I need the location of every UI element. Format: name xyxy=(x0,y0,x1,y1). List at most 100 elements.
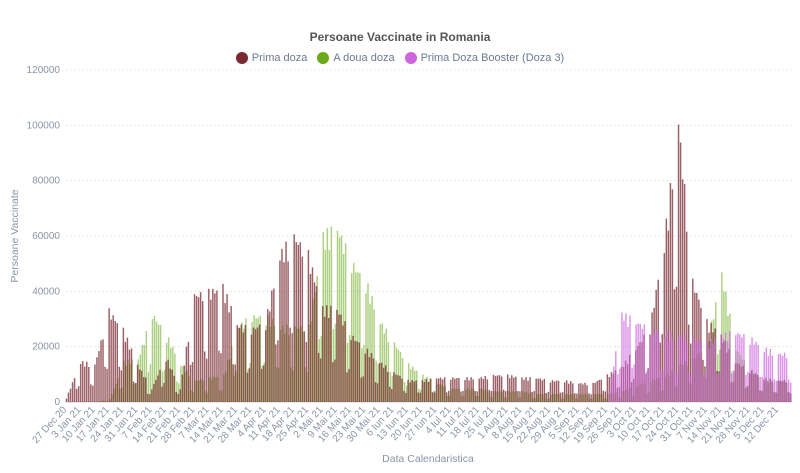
bar-prima-doza-booster-doza-3-[interactable] xyxy=(765,347,768,402)
bar-prima-doza[interactable] xyxy=(299,242,302,402)
bar-prima-doza[interactable] xyxy=(504,391,507,402)
bar-prima-doza[interactable] xyxy=(264,330,267,402)
bar-prima-doza-booster-doza-3-[interactable] xyxy=(608,390,611,402)
legend-item-a-doua-doza[interactable]: A doua doza xyxy=(317,52,395,64)
bar-prima-doza[interactable] xyxy=(671,189,674,402)
bar-a-doua-doza[interactable] xyxy=(178,383,180,402)
bar-prima-doza[interactable] xyxy=(102,339,104,402)
bar-prima-doza[interactable] xyxy=(167,359,169,402)
bar-prima-doza[interactable] xyxy=(67,392,70,402)
bar-a-doua-doza[interactable] xyxy=(365,293,367,402)
bar-prima-doza[interactable] xyxy=(118,366,121,402)
bar-prima-doza[interactable] xyxy=(384,365,387,402)
bar-prima-doza-booster-doza-3-[interactable] xyxy=(714,337,717,402)
bar-prima-doza[interactable] xyxy=(197,297,200,402)
bar-prima-doza[interactable] xyxy=(590,394,592,402)
bar-prima-doza[interactable] xyxy=(382,367,385,402)
bar-prima-doza[interactable] xyxy=(275,344,277,402)
bar-prima-doza[interactable] xyxy=(543,378,546,402)
bar-prima-doza-booster-doza-3-[interactable] xyxy=(712,343,715,402)
bar-prima-doza[interactable] xyxy=(588,393,590,402)
bar-prima-doza[interactable] xyxy=(313,282,316,402)
bar-prima-doza[interactable] xyxy=(142,377,145,402)
bar-prima-doza[interactable] xyxy=(293,234,295,402)
bar-prima-doza[interactable] xyxy=(317,353,320,402)
bar-prima-doza[interactable] xyxy=(151,389,153,402)
bar-prima-doza[interactable] xyxy=(549,382,552,402)
bar-prima-doza[interactable] xyxy=(132,381,135,402)
bar-prima-doza[interactable] xyxy=(321,306,324,402)
bar-prima-doza-booster-doza-3-[interactable] xyxy=(745,374,747,402)
bar-prima-doza[interactable] xyxy=(661,334,663,402)
legend-item-booster[interactable]: Prima Doza Booster (Doza 3) xyxy=(404,52,564,64)
bar-prima-doza[interactable] xyxy=(88,366,90,402)
bar-prima-doza-booster-doza-3-[interactable] xyxy=(733,370,735,402)
bar-prima-doza-booster-doza-3-[interactable] xyxy=(653,334,656,402)
bar-prima-doza-booster-doza-3-[interactable] xyxy=(684,334,686,402)
bar-prima-doza[interactable] xyxy=(149,394,151,402)
bar-prima-doza-booster-doza-3-[interactable] xyxy=(769,349,772,402)
bar-prima-doza[interactable] xyxy=(338,314,340,402)
bar-prima-doza[interactable] xyxy=(126,337,129,402)
bar-prima-doza[interactable] xyxy=(258,324,261,402)
bar-prima-doza[interactable] xyxy=(376,383,379,402)
bar-prima-doza-booster-doza-3-[interactable] xyxy=(682,339,684,402)
bar-prima-doza-booster-doza-3-[interactable] xyxy=(741,337,743,402)
bar-prima-doza[interactable] xyxy=(104,366,106,402)
bar-prima-doza[interactable] xyxy=(443,377,446,402)
bar-prima-doza[interactable] xyxy=(452,377,454,402)
bar-prima-doza[interactable] xyxy=(75,388,78,402)
bar-prima-doza[interactable] xyxy=(413,381,415,402)
bar-a-doua-doza[interactable] xyxy=(143,345,146,402)
bar-prima-doza[interactable] xyxy=(539,378,541,402)
bar-prima-doza-booster-doza-3-[interactable] xyxy=(730,373,733,402)
bar-prima-doza-booster-doza-3-[interactable] xyxy=(680,335,682,402)
bar-prima-doza[interactable] xyxy=(108,308,110,402)
bar-prima-doza[interactable] xyxy=(399,375,401,402)
bar-a-doua-doza[interactable] xyxy=(161,371,164,402)
bar-prima-doza[interactable] xyxy=(417,392,419,402)
bar-prima-doza[interactable] xyxy=(309,273,312,402)
bar-prima-doza[interactable] xyxy=(411,380,413,402)
bar-prima-doza[interactable] xyxy=(69,388,72,402)
bar-a-doua-doza[interactable] xyxy=(369,303,371,402)
bar-prima-doza[interactable] xyxy=(533,390,535,402)
bar-prima-doza-booster-doza-3-[interactable] xyxy=(625,313,627,402)
bar-prima-doza[interactable] xyxy=(301,256,304,402)
bar-prima-doza[interactable] xyxy=(506,374,509,402)
bar-prima-doza-booster-doza-3-[interactable] xyxy=(645,371,648,402)
bar-prima-doza[interactable] xyxy=(124,341,127,402)
bar-prima-doza-booster-doza-3-[interactable] xyxy=(751,337,753,402)
bar-prima-doza[interactable] xyxy=(545,393,548,402)
bar-prima-doza[interactable] xyxy=(307,249,310,402)
bar-prima-doza[interactable] xyxy=(421,380,424,402)
bar-prima-doza-booster-doza-3-[interactable] xyxy=(706,341,709,402)
bar-a-doua-doza[interactable] xyxy=(159,324,162,402)
bar-prima-doza[interactable] xyxy=(419,392,421,402)
bar-prima-doza[interactable] xyxy=(519,391,521,402)
bar-prima-doza-booster-doza-3-[interactable] xyxy=(771,355,774,402)
bar-prima-doza[interactable] xyxy=(537,378,539,402)
bar-prima-doza-booster-doza-3-[interactable] xyxy=(637,323,639,402)
bar-prima-doza-booster-doza-3-[interactable] xyxy=(627,326,629,402)
bar-prima-doza-booster-doza-3-[interactable] xyxy=(663,337,666,402)
bar-prima-doza[interactable] xyxy=(273,288,275,402)
bar-prima-doza[interactable] xyxy=(348,369,350,402)
bar-prima-doza[interactable] xyxy=(285,241,287,402)
bar-prima-doza-booster-doza-3-[interactable] xyxy=(688,371,690,402)
bar-prima-doza[interactable] xyxy=(517,390,519,402)
bar-prima-doza[interactable] xyxy=(608,377,611,402)
bar-prima-doza[interactable] xyxy=(65,398,68,402)
bar-prima-doza-booster-doza-3-[interactable] xyxy=(678,335,680,402)
bar-prima-doza-booster-doza-3-[interactable] xyxy=(775,380,778,402)
bar-prima-doza[interactable] xyxy=(106,368,108,402)
bar-prima-doza-booster-doza-3-[interactable] xyxy=(704,377,707,402)
bar-prima-doza[interactable] xyxy=(145,377,147,402)
bar-prima-doza-booster-doza-3-[interactable] xyxy=(755,341,757,402)
bar-prima-doza-booster-doza-3-[interactable] xyxy=(694,341,696,402)
bar-prima-doza[interactable] xyxy=(492,374,495,402)
bar-prima-doza[interactable] xyxy=(206,358,208,402)
bar-prima-doza-booster-doza-3-[interactable] xyxy=(726,341,729,402)
bar-prima-doza[interactable] xyxy=(563,382,566,402)
bar-prima-doza[interactable] xyxy=(84,366,86,402)
